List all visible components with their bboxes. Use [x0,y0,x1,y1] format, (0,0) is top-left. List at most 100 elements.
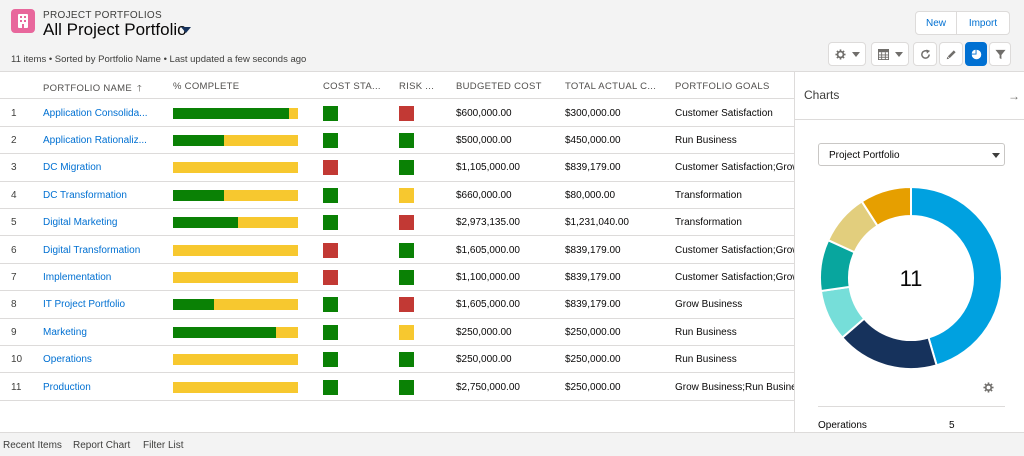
display-as-button[interactable] [871,42,909,66]
pie-chart-icon [971,49,981,59]
row-number: 5 [11,217,17,229]
charts-panel-header: Charts → [795,72,1024,120]
total-actual-cost-value: $80,000.00 [565,189,616,201]
total-actual-cost-value: $1,231,040.00 [565,217,629,229]
column-header-portfolio-goals[interactable]: PORTFOLIO GOALS [675,81,770,92]
portfolio-name-link[interactable]: IT Project Portfolio [43,299,126,311]
table-row[interactable]: 2 Application Rationaliz... $500,000.00 $45… [0,127,794,155]
total-actual-cost-value: $300,000.00 [565,107,621,119]
chart-picker-value: Project Portfolio [829,150,900,161]
donut-chart[interactable]: 11 [815,182,1005,372]
portfolio-name-link[interactable]: Operations [43,354,92,366]
percent-complete-bar [173,299,298,311]
portfolio-goals-value: Customer Satisfaction [675,107,773,119]
risk-status-indicator [399,269,414,285]
row-number: 11 [11,381,22,393]
donut-segment-1[interactable] [910,185,1003,367]
utility-item-report-chart[interactable]: Report Chart [73,440,131,451]
chart-picker-select[interactable]: Project Portfolio [818,143,1005,166]
portfolio-goals-value: Transformation [675,217,742,229]
budgeted-cost-value: $500,000.00 [456,134,512,146]
cost-status-indicator [323,297,338,313]
portfolio-name-link[interactable]: DC Migration [43,162,102,174]
cost-status-indicator [323,160,338,176]
table-row[interactable]: 6 Digital Transformation $1,605,000.00 $839… [0,237,794,264]
column-header-percent-complete[interactable]: % COMPLETE [173,81,240,92]
refresh-icon [920,48,930,59]
percent-complete-fill [173,189,225,201]
table-row[interactable]: 8 IT Project Portfolio $1,605,000.00 $839,1… [0,291,794,319]
cost-status-indicator [323,379,338,395]
utility-item-recent-items[interactable]: Recent Items [3,440,62,451]
table-row[interactable]: 4 DC Transformation $660,000.00 $80,000.00 T… [0,182,794,210]
list-view-meta: 11 items • Sorted by Portfolio Name • La… [11,54,307,65]
percent-complete-fill [173,299,215,311]
refresh-button[interactable] [913,42,937,66]
table-row[interactable]: 11 Production $2,750,000.00 $250,000.00 Grow… [0,374,794,401]
percent-complete-bar [173,189,298,201]
filter-button[interactable] [989,42,1011,66]
portfolio-name-link[interactable]: Digital Transformation [43,244,141,256]
portfolio-name-link[interactable]: Application Rationaliz... [43,134,147,146]
show-charts-button[interactable] [965,42,987,66]
list-view-picker-icon[interactable] [181,27,191,33]
pencil-icon [946,49,956,59]
new-button[interactable]: New [915,11,957,35]
utility-item-filter-list[interactable]: Filter List [143,440,184,451]
table-row[interactable]: 5 Digital Marketing $2,973,135.00 $1,231,04… [0,209,794,237]
portfolio-name-link[interactable]: Implementation [43,271,112,283]
donut-center-total: 11 [900,266,923,291]
portfolio-name-link[interactable]: Production [43,381,91,393]
percent-complete-fill [173,217,238,229]
table-row[interactable]: 10 Operations $250,000.00 $250,000.00 Run Bu… [0,346,794,374]
charts-panel-title: Charts [804,88,840,102]
budgeted-cost-value: $660,000.00 [456,189,512,201]
total-actual-cost-value: $250,000.00 [565,326,621,338]
budgeted-cost-value: $1,105,000.00 [456,162,520,174]
column-header-portfolio-name[interactable]: PORTFOLIO NAME 🡑 [43,83,142,94]
total-actual-cost-value: $250,000.00 [565,381,621,393]
portfolio-name-link[interactable]: Marketing [43,326,87,338]
row-number: 6 [11,244,17,256]
table-row[interactable]: 1 Application Consolida... $600,000.00 $300… [0,100,794,127]
table-row[interactable]: 9 Marketing $250,000.00 $250,000.00 Run Busi… [0,319,794,347]
row-number: 1 [11,107,17,119]
portfolio-name-link[interactable]: Digital Marketing [43,217,118,229]
portfolio-goals-value: Customer Satisfaction;Grow [675,244,794,256]
portfolio-name-link[interactable]: DC Transformation [43,189,127,201]
portfolio-goals-value: Customer Satisfaction;Grow [675,271,794,283]
total-actual-cost-value: $839,179.00 [565,271,621,283]
sort-arrow-up-icon: 🡑 [137,83,142,93]
percent-complete-fill [173,107,290,119]
risk-status-indicator [399,105,414,121]
column-header-risk[interactable]: RISK ... [399,81,435,92]
portfolio-goals-value: Run Business [675,326,737,338]
list-view-title[interactable]: All Project Portfolio [43,20,187,39]
column-header-total-actual-cost[interactable]: TOTAL ACTUAL C... [565,81,657,92]
budgeted-cost-value: $2,973,135.00 [456,217,520,229]
chart-settings-gear-icon[interactable] [983,382,994,396]
percent-complete-bar [173,217,298,229]
collapse-arrow-icon[interactable]: → [1008,89,1020,103]
legend-divider [818,406,1005,407]
row-number: 2 [11,134,17,146]
import-button[interactable]: Import [957,11,1010,35]
risk-status-indicator [399,324,414,340]
column-header-cost-status[interactable]: COST STA... [323,81,381,92]
total-actual-cost-value: $839,179.00 [565,299,621,311]
table-icon [877,48,889,60]
object-label: PROJECT PORTFOLIOS [43,10,162,21]
row-number: 8 [11,299,17,311]
column-header-budgeted-cost[interactable]: BUDGETED COST [456,81,542,92]
total-actual-cost-value: $839,179.00 [565,244,621,256]
edit-button[interactable] [939,42,963,66]
legend-item-label: Operations [818,420,867,431]
portfolio-name-link[interactable]: Application Consolida... [43,107,148,119]
table-row[interactable]: 7 Implementation $1,100,000.00 $839,179.00 C… [0,264,794,292]
risk-status-indicator [399,187,414,203]
donut-segment-6[interactable] [860,185,912,228]
percent-complete-bar [173,107,298,119]
table-row[interactable]: 3 DC Migration $1,105,000.00 $839,179.00 Cus… [0,154,794,182]
list-settings-button[interactable] [828,42,866,66]
row-number: 7 [11,271,17,283]
